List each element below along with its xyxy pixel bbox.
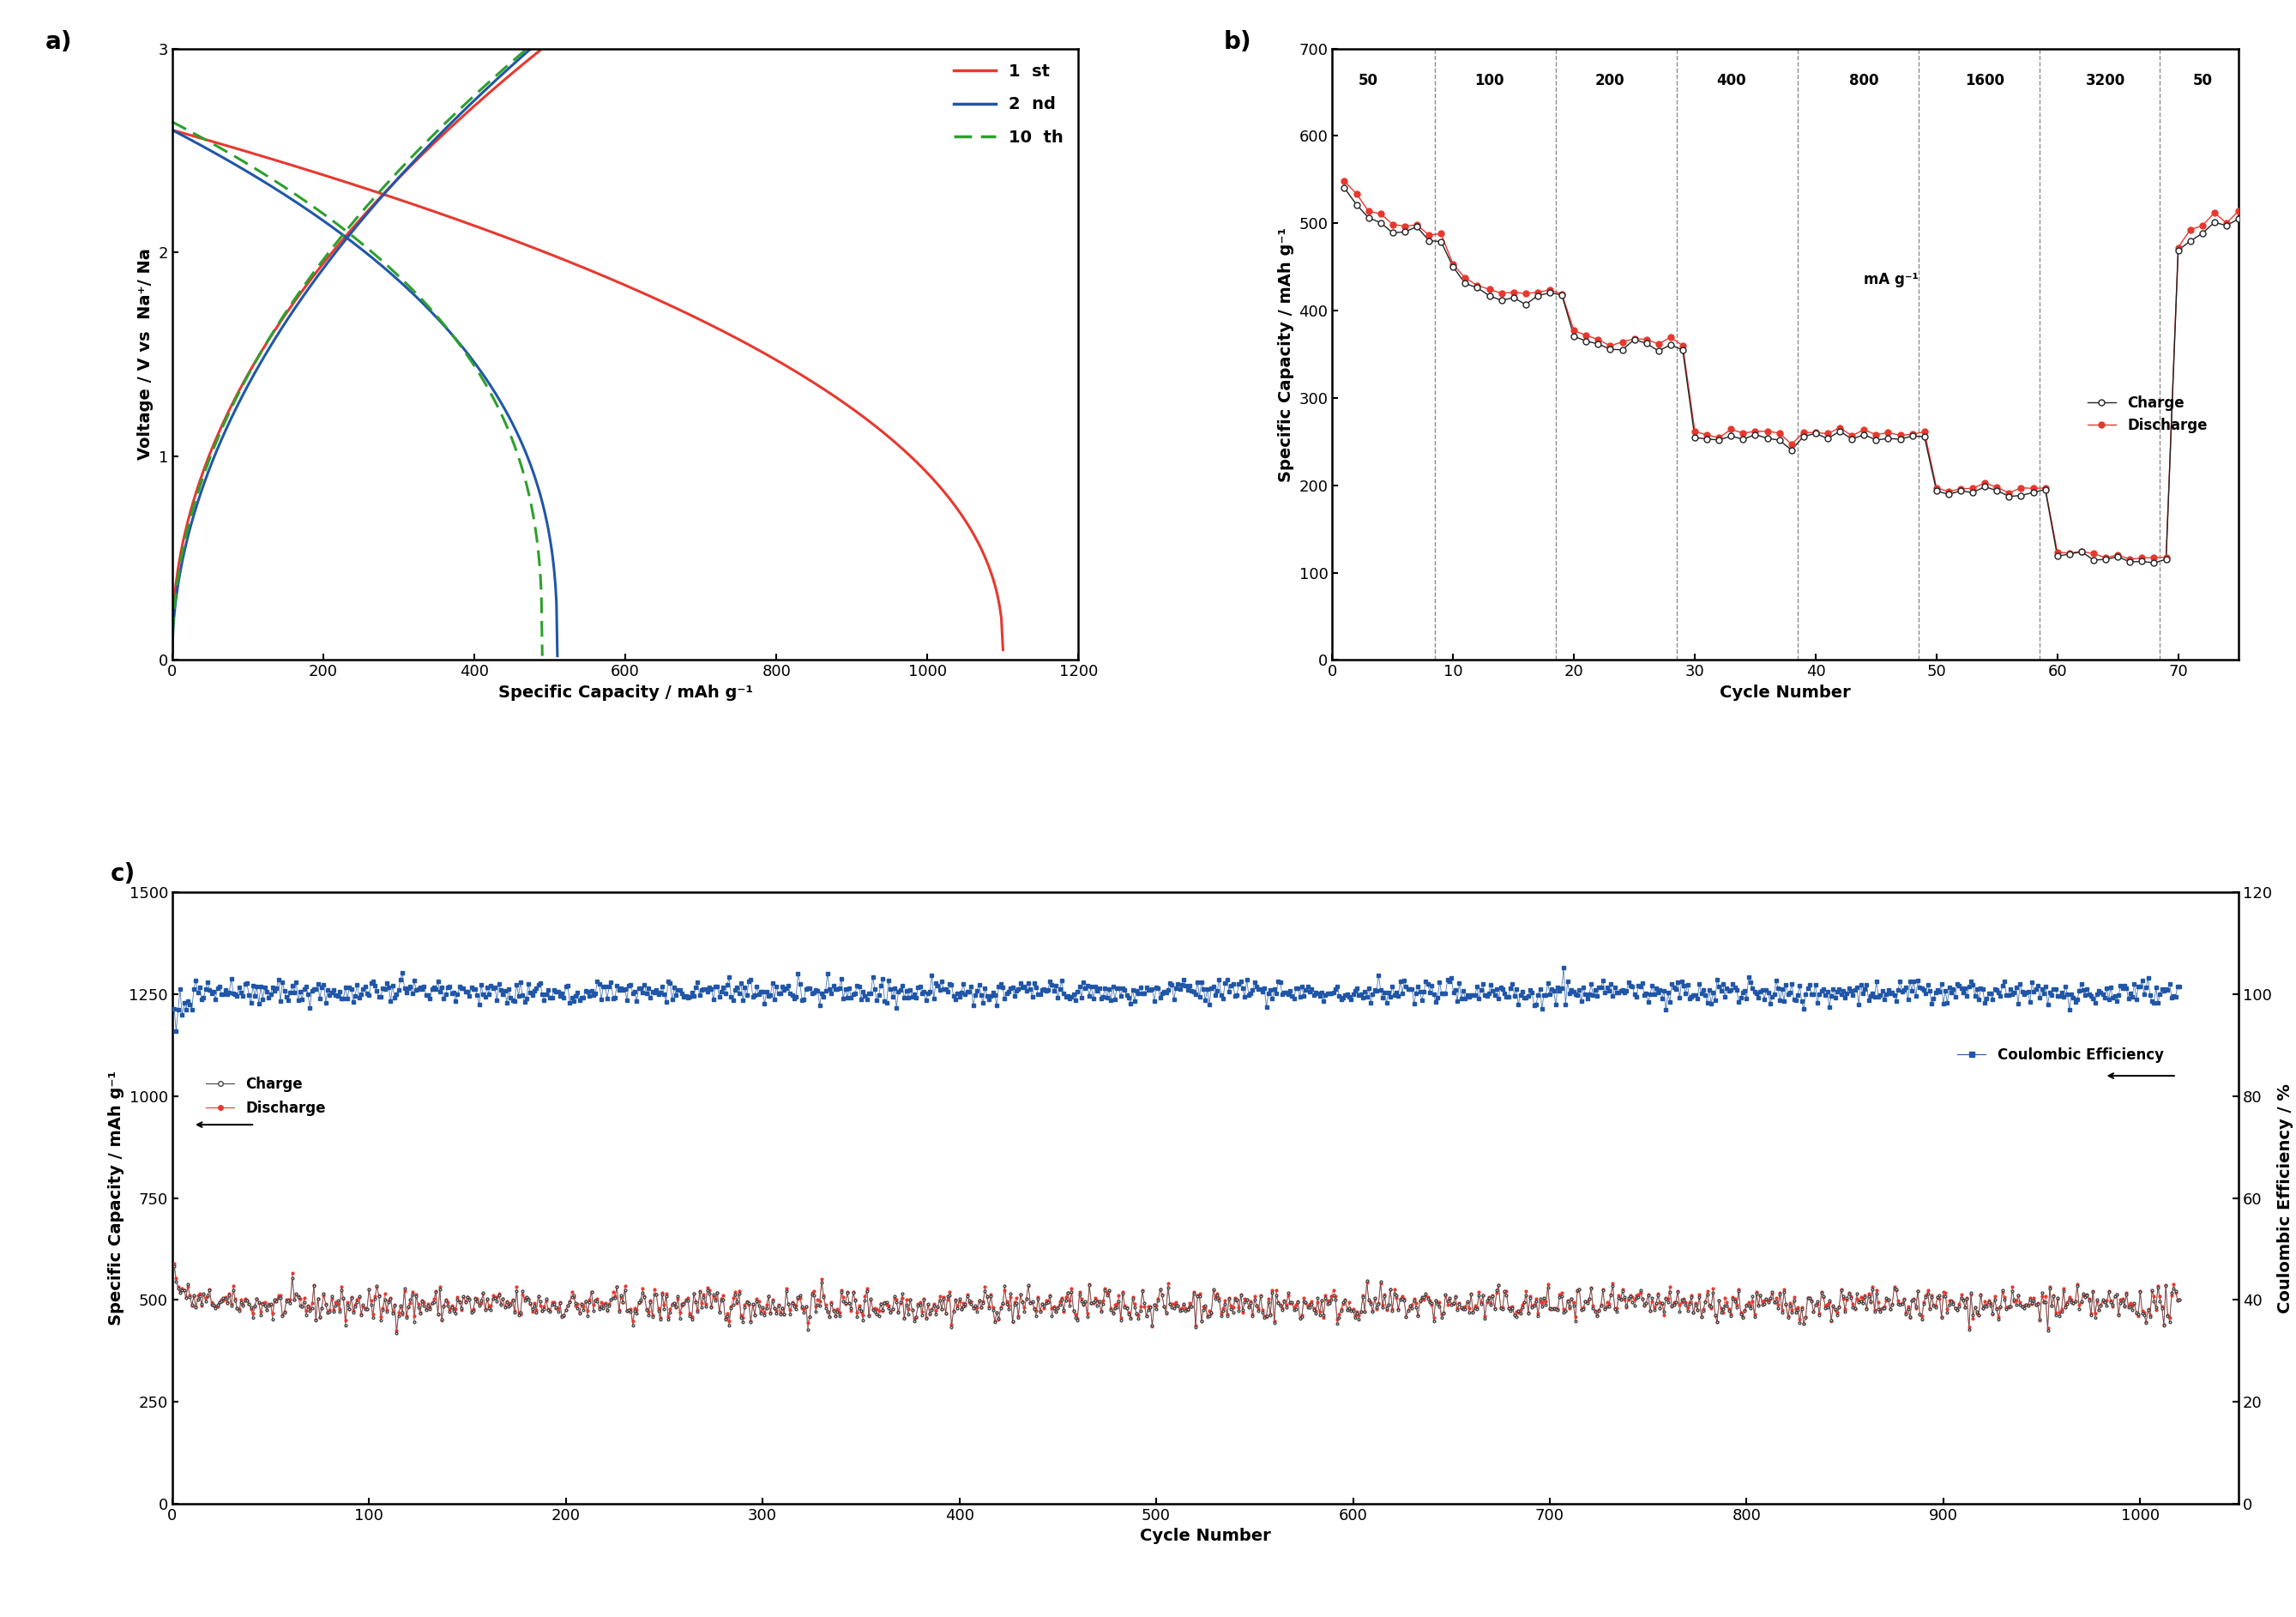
Text: 200: 200 [1596, 73, 1626, 89]
Y-axis label: Specific Capacity / mAh g⁻¹: Specific Capacity / mAh g⁻¹ [108, 1070, 124, 1326]
X-axis label: Specific Capacity / mAh g⁻¹: Specific Capacity / mAh g⁻¹ [498, 684, 753, 700]
Legend: 1  st, 2  nd, 10  th: 1 st, 2 nd, 10 th [948, 57, 1070, 152]
Y-axis label: Voltage / V vs  Na⁺/ Na: Voltage / V vs Na⁺/ Na [138, 249, 154, 461]
Text: 3200: 3200 [2085, 73, 2126, 89]
Text: 1600: 1600 [1965, 73, 2004, 89]
Text: 800: 800 [1848, 73, 1878, 89]
Y-axis label: Coulombic Efficiency / %: Coulombic Efficiency / % [2278, 1083, 2294, 1313]
Text: mA g⁻¹: mA g⁻¹ [1864, 272, 1919, 288]
Legend: Charge, Discharge: Charge, Discharge [2082, 390, 2213, 438]
X-axis label: Cycle Number: Cycle Number [1139, 1528, 1272, 1544]
Text: b): b) [1224, 31, 1251, 55]
Text: 50: 50 [2193, 73, 2213, 89]
X-axis label: Cycle Number: Cycle Number [1720, 684, 1851, 700]
Text: a): a) [46, 31, 73, 55]
Text: 50: 50 [1359, 73, 1378, 89]
Text: c): c) [110, 862, 135, 886]
Legend: Coulombic Efficiency: Coulombic Efficiency [1952, 1041, 2170, 1069]
Y-axis label: Specific Capacity / mAh g⁻¹: Specific Capacity / mAh g⁻¹ [1279, 226, 1295, 482]
Legend: Charge, Discharge: Charge, Discharge [200, 1070, 331, 1122]
Text: 400: 400 [1715, 73, 1745, 89]
Text: 100: 100 [1474, 73, 1504, 89]
